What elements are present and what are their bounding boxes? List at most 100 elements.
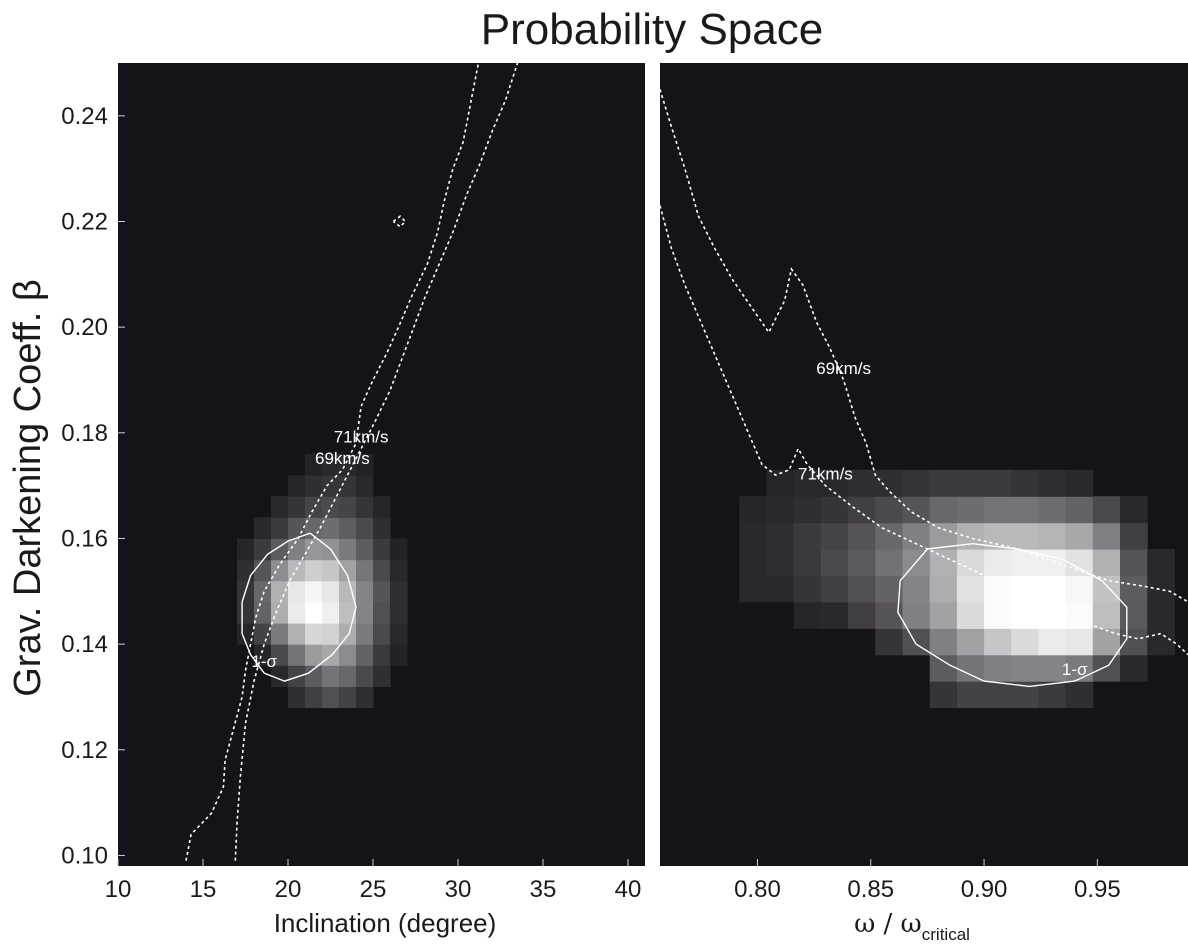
heat-cell bbox=[929, 496, 958, 524]
heat-cell bbox=[739, 575, 768, 603]
heat-cell bbox=[288, 580, 306, 603]
heat-cell bbox=[929, 469, 958, 497]
heat-cell bbox=[793, 496, 822, 524]
heat-cell bbox=[766, 469, 795, 497]
y-ticks: 0.10 0.12 0.14 0.16 0.18 0.20 0.22 0.24 bbox=[61, 103, 125, 869]
heat-cell bbox=[820, 549, 849, 576]
heat-cell bbox=[1011, 469, 1039, 497]
heat-cell bbox=[339, 623, 357, 645]
heat-cell bbox=[1120, 522, 1148, 550]
heat-cell bbox=[254, 601, 272, 624]
heat-cell bbox=[1065, 522, 1094, 550]
heat-cell bbox=[356, 559, 374, 582]
heat-cell bbox=[339, 665, 357, 687]
heat-cell bbox=[1120, 549, 1148, 576]
velocity-contour bbox=[659, 205, 1188, 656]
heat-cell bbox=[984, 496, 1012, 524]
heat-cell bbox=[373, 644, 391, 666]
heat-cell bbox=[339, 453, 357, 476]
heat-cell bbox=[956, 469, 985, 497]
chart-title: Probability Space bbox=[481, 5, 823, 54]
x-tick-label: 0.80 bbox=[734, 876, 781, 903]
heat-cell bbox=[271, 580, 289, 603]
heat-cell bbox=[271, 496, 289, 518]
heat-cell bbox=[984, 601, 1012, 629]
panel-right-contours: 1-σ 69km/s 71km/s bbox=[659, 89, 1188, 688]
heat-cell bbox=[1011, 575, 1039, 603]
heat-cell bbox=[356, 644, 374, 666]
heat-cell bbox=[390, 644, 408, 666]
velocity-contour bbox=[659, 89, 1188, 603]
heat-cell bbox=[929, 522, 958, 550]
heat-cell bbox=[237, 623, 255, 645]
heat-cell bbox=[305, 453, 323, 476]
heat-cell bbox=[1120, 601, 1148, 629]
heat-cell bbox=[929, 575, 958, 603]
contour-label: 71km/s bbox=[334, 428, 389, 447]
heat-cell bbox=[237, 559, 255, 582]
heat-cell bbox=[322, 580, 340, 603]
x-tick-label: 0.90 bbox=[961, 876, 1008, 903]
x-axis-label-right-main: ω / ω bbox=[854, 909, 922, 939]
heat-cell bbox=[339, 686, 357, 709]
x-tick-label: 0.85 bbox=[847, 876, 894, 903]
heat-cell bbox=[305, 496, 323, 518]
panel-left: 1-σ 69km/s 71km/s 10 15 20 25 30 35 40 Inclinati… bbox=[105, 62, 645, 938]
heat-cell bbox=[1092, 549, 1121, 576]
heat-cell bbox=[373, 517, 391, 539]
panel-left-background bbox=[118, 63, 645, 866]
x-tick-label: 35 bbox=[530, 876, 557, 903]
panel-right: 1-σ 69km/s 71km/s 0.80 0.85 0.90 0.95 ω / ωcr… bbox=[659, 63, 1188, 944]
heat-cell bbox=[288, 644, 306, 666]
heat-cell bbox=[902, 628, 931, 656]
heat-cell bbox=[305, 623, 323, 645]
heat-cell bbox=[339, 559, 357, 582]
heat-cell bbox=[1092, 575, 1121, 603]
heat-cell bbox=[373, 559, 391, 582]
heat-cell bbox=[848, 575, 876, 603]
heat-cell bbox=[848, 601, 876, 629]
heat-cell bbox=[1065, 575, 1094, 603]
heat-cell bbox=[305, 644, 323, 666]
y-tick-label: 0.24 bbox=[61, 103, 108, 130]
heat-cell bbox=[1011, 522, 1039, 550]
heat-cell bbox=[875, 628, 904, 656]
heat-cell bbox=[305, 686, 323, 709]
heat-cell bbox=[288, 623, 306, 645]
x-tick-label: 25 bbox=[360, 876, 387, 903]
heat-cell bbox=[322, 517, 340, 539]
heat-cell bbox=[271, 644, 289, 666]
heat-cell bbox=[322, 686, 340, 709]
heat-cell bbox=[339, 601, 357, 624]
heat-cell bbox=[288, 601, 306, 624]
heat-cell bbox=[1038, 522, 1067, 550]
heat-cell bbox=[739, 522, 768, 550]
heat-cell bbox=[254, 623, 272, 645]
heat-cell bbox=[356, 686, 374, 709]
heat-cell bbox=[356, 496, 374, 518]
heat-cell bbox=[820, 522, 849, 550]
heat-cell bbox=[848, 496, 876, 524]
heat-cell bbox=[305, 559, 323, 582]
heat-cell bbox=[254, 517, 272, 539]
heat-cell bbox=[322, 453, 340, 476]
sigma-contour bbox=[897, 542, 1128, 688]
heat-cell bbox=[793, 469, 822, 497]
heat-cell bbox=[271, 517, 289, 539]
heat-cell bbox=[1038, 601, 1067, 629]
heat-cell bbox=[1065, 496, 1094, 524]
heat-cell bbox=[956, 549, 985, 576]
heat-cell bbox=[902, 575, 931, 603]
heat-cell bbox=[1147, 601, 1175, 629]
heat-cell bbox=[929, 654, 958, 682]
heat-cell bbox=[766, 549, 795, 576]
heat-cell bbox=[339, 580, 357, 603]
heat-cell bbox=[793, 549, 822, 576]
heat-cell bbox=[373, 601, 391, 624]
heat-cell bbox=[373, 496, 391, 518]
x-tick-label: 40 bbox=[615, 876, 642, 903]
x-tick-label: 10 bbox=[105, 876, 132, 903]
heat-cell bbox=[1092, 522, 1121, 550]
heat-cell bbox=[929, 549, 958, 576]
heat-cell bbox=[793, 601, 822, 629]
